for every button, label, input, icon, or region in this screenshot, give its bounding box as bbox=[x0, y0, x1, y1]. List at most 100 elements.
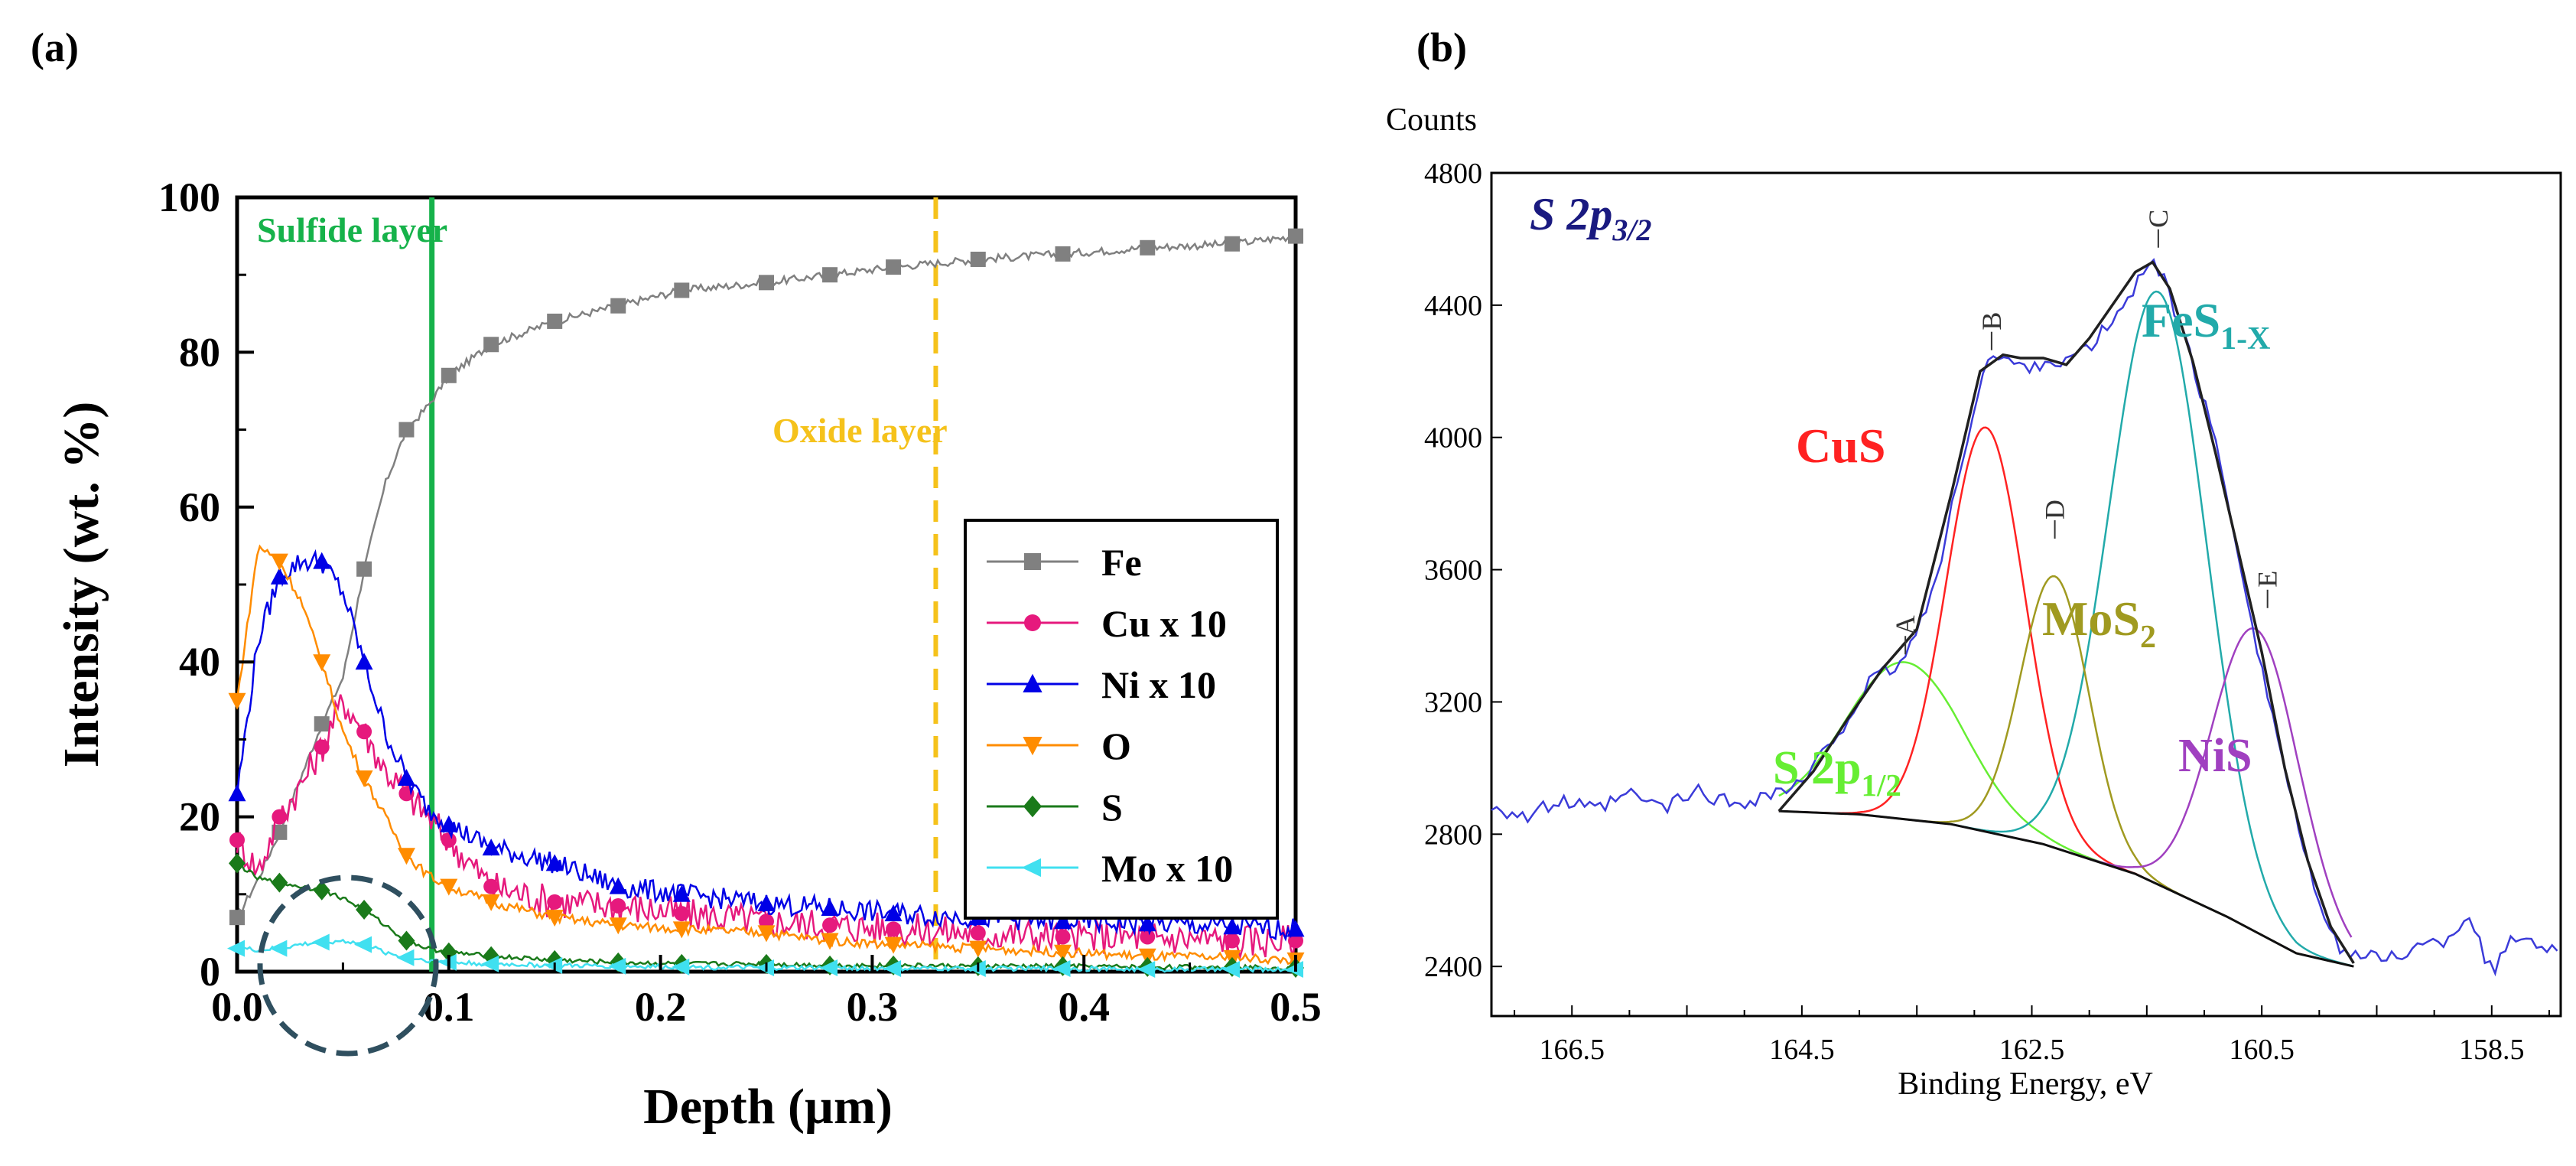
x-tick-label-a: 0.0 bbox=[211, 984, 263, 1030]
series-marker-mo-x-10 bbox=[820, 959, 838, 976]
oxide-layer-label: Oxide layer bbox=[772, 411, 948, 450]
series-marker-fe bbox=[759, 275, 774, 291]
series-marker-s bbox=[398, 930, 415, 951]
series-marker-fe bbox=[398, 422, 415, 438]
y-tick-label-b: 4800 bbox=[1424, 158, 1482, 190]
peak-d-label-sub: 2 bbox=[2140, 620, 2156, 655]
legend-marker-ni-x-10 bbox=[1023, 673, 1042, 692]
series-marker-fe bbox=[441, 367, 457, 383]
x-tick-label-a: 0.3 bbox=[847, 984, 899, 1030]
series-marker-fe bbox=[1224, 236, 1240, 252]
peak-b-id: B bbox=[1976, 312, 2007, 331]
y-tick-label-b: 2800 bbox=[1424, 819, 1482, 851]
x-tick-label-b: 160.5 bbox=[2229, 1034, 2295, 1066]
x-tick-label-b: 158.5 bbox=[2459, 1034, 2525, 1066]
x-tick-label-b: 166.5 bbox=[1539, 1034, 1605, 1066]
y-tick-label-a: 80 bbox=[179, 329, 220, 375]
legend-label-fe: Fe bbox=[1101, 541, 1142, 584]
series-marker-o bbox=[672, 921, 691, 939]
series-marker-cu-x-10 bbox=[610, 897, 626, 914]
series-marker-fe bbox=[1140, 239, 1156, 256]
series-marker-cu-x-10 bbox=[674, 906, 690, 922]
series-marker-o bbox=[313, 654, 331, 672]
series-marker-cu-x-10 bbox=[229, 832, 245, 848]
peak-c-label-sub: 1-X bbox=[2220, 321, 2270, 357]
series-marker-fe bbox=[314, 716, 330, 732]
y-tick-label-a: 0 bbox=[200, 949, 220, 995]
series-marker-mo-x-10 bbox=[883, 959, 902, 977]
series-marker-mo-x-10 bbox=[1221, 960, 1240, 978]
plot-b-frame bbox=[1490, 171, 2562, 1018]
series-marker-ni-x-10 bbox=[270, 567, 288, 585]
series-marker-ni-x-10 bbox=[884, 904, 903, 922]
x-tick-label-b: 164.5 bbox=[1769, 1034, 1835, 1066]
legend-marker-cu-x-10 bbox=[1024, 614, 1041, 631]
legend-frame bbox=[964, 519, 1279, 920]
legend-label-o: O bbox=[1101, 725, 1131, 767]
panel-a-label: (a) bbox=[31, 24, 79, 70]
peak-d-id: D bbox=[2040, 500, 2070, 519]
series-marker-s bbox=[271, 872, 288, 893]
peak-c-id: C bbox=[2143, 210, 2174, 228]
series-marker-ni-x-10 bbox=[440, 815, 458, 832]
series-marker-ni-x-10 bbox=[355, 653, 373, 670]
series-marker-s bbox=[229, 853, 246, 874]
background-line bbox=[1778, 809, 2354, 968]
series-marker-o bbox=[270, 553, 288, 571]
legend-marker-mo-x-10 bbox=[1021, 858, 1041, 878]
series-marker-o bbox=[969, 940, 987, 958]
y-tick-label-a: 40 bbox=[179, 639, 220, 685]
peak-e-label-main: NiS bbox=[2178, 730, 2252, 782]
legend-marker-o bbox=[1023, 737, 1042, 756]
series-marker-cu-x-10 bbox=[970, 925, 986, 941]
series-marker-cu-x-10 bbox=[886, 921, 902, 937]
y-tick-label-b: 4000 bbox=[1424, 422, 1482, 454]
peak-b-label: CuS bbox=[1796, 419, 1885, 473]
series-marker-o bbox=[1054, 944, 1072, 962]
y-tick-label-a: 60 bbox=[179, 484, 220, 530]
series-marker-ni-x-10 bbox=[1223, 917, 1241, 935]
series-marker-cu-x-10 bbox=[1288, 933, 1303, 949]
legend-label-ni-x-10: Ni x 10 bbox=[1101, 663, 1216, 706]
series-marker-o bbox=[482, 894, 500, 911]
series-marker-fe bbox=[886, 259, 902, 275]
series-marker-cu-x-10 bbox=[547, 894, 563, 910]
series-marker-mo-x-10 bbox=[227, 940, 245, 957]
series-marker-fe bbox=[674, 282, 690, 298]
series-marker-o bbox=[545, 910, 564, 927]
series-marker-s bbox=[356, 900, 373, 920]
series-marker-mo-x-10 bbox=[672, 958, 690, 975]
series-marker-o bbox=[609, 917, 627, 935]
series-marker-cu-x-10 bbox=[272, 809, 288, 825]
series-marker-o bbox=[355, 770, 373, 787]
series-marker-cu-x-10 bbox=[759, 914, 774, 930]
series-marker-mo-x-10 bbox=[608, 957, 626, 975]
series-marker-o bbox=[1138, 948, 1156, 966]
series-marker-fe bbox=[547, 313, 563, 329]
series-marker-mo-x-10 bbox=[311, 933, 330, 951]
legend-label-cu-x-10: Cu x 10 bbox=[1101, 602, 1227, 645]
peak-c-label-main: FeS bbox=[2142, 293, 2220, 347]
legend-marker-fe bbox=[1024, 553, 1041, 570]
series-marker-ni-x-10 bbox=[397, 769, 415, 786]
series-marker-o bbox=[228, 692, 246, 710]
peak-d-label-main: MoS bbox=[2042, 591, 2140, 646]
series-marker-o bbox=[821, 933, 839, 950]
series-marker-ni-x-10 bbox=[1054, 912, 1072, 930]
peak-c-label: FeS1-X bbox=[2142, 293, 2270, 357]
series-marker-mo-x-10 bbox=[1137, 960, 1156, 978]
peak-a-label-sub: 1/2 bbox=[1861, 767, 1901, 803]
peak-a-id: A bbox=[1890, 615, 1921, 635]
x-tick-label-a: 0.4 bbox=[1058, 984, 1110, 1030]
y-tick-label-b: 3600 bbox=[1424, 555, 1482, 587]
panel-a: (a) 0.0 0.1 0.2 0.3 0.4 0.5 0 20 40 60 80 100 Sulfi… bbox=[31, 24, 1322, 1135]
chart-b-title-main: S 2p bbox=[1530, 189, 1612, 239]
x-tick-label-a: 0.2 bbox=[635, 984, 687, 1030]
series-marker-ni-x-10 bbox=[757, 894, 776, 911]
x-tick-label-a: 0.5 bbox=[1270, 984, 1322, 1030]
sulfide-layer-label: Sulfide layer bbox=[257, 210, 447, 249]
panel-b-label: (b) bbox=[1416, 24, 1467, 70]
series-marker-ni-x-10 bbox=[482, 839, 500, 856]
series-marker-fe bbox=[1055, 246, 1071, 262]
